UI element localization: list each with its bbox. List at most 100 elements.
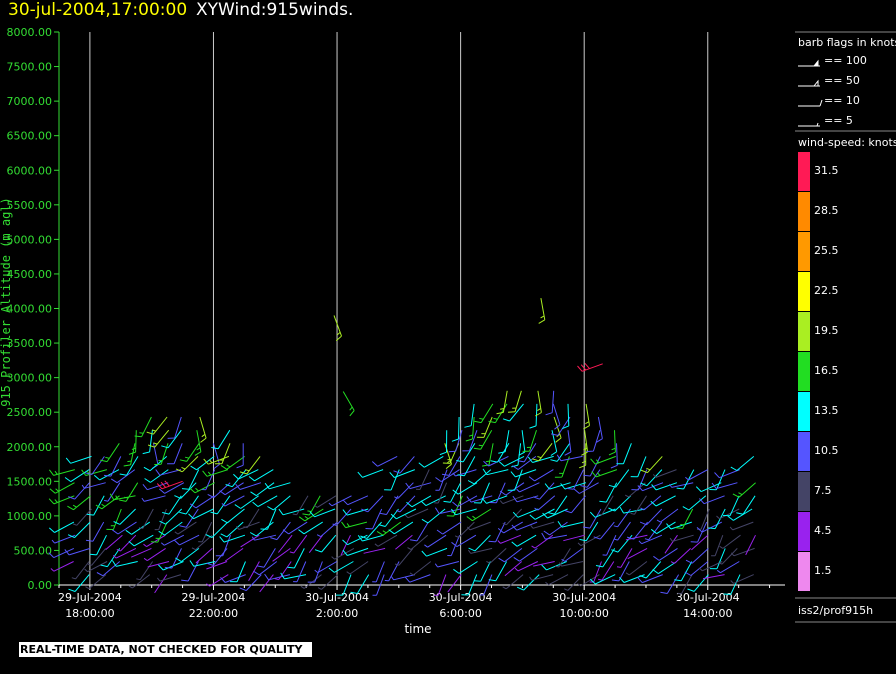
wind-barb <box>68 574 90 592</box>
wind-barb <box>685 469 709 481</box>
quality-note: REAL-TIME DATA, NOT CHECKED FOR QUALITY <box>19 642 313 657</box>
wind-barb <box>260 508 277 530</box>
wind-barb <box>602 534 617 556</box>
wind-barb <box>131 547 152 558</box>
x-tick-time: 10:00:00 <box>559 607 608 620</box>
wind-barb <box>395 534 413 550</box>
wind-barb <box>105 534 123 550</box>
colorbar-label: 7.5 <box>814 484 832 497</box>
y-tick-label: 5000.00 <box>7 233 53 246</box>
wind-barb <box>554 548 571 568</box>
wind-barb <box>394 548 414 566</box>
wind-barb <box>434 574 447 596</box>
wind-barb <box>154 574 168 594</box>
wind-barbs <box>48 298 756 596</box>
wind-barb <box>342 534 368 546</box>
wind-barb <box>639 508 663 526</box>
wind-barb <box>511 534 537 547</box>
wind-barb <box>270 521 291 541</box>
wind-barb <box>328 495 352 507</box>
wind-barb <box>350 574 370 594</box>
wind-barb <box>199 416 207 443</box>
wind-barb <box>72 508 92 526</box>
wind-barb <box>190 456 215 471</box>
wind-barb <box>595 548 616 568</box>
wind-barb <box>590 455 616 465</box>
wind-barb <box>640 469 663 487</box>
wind-barb <box>292 495 309 516</box>
wind-barb <box>162 495 182 515</box>
wind-barb <box>253 561 278 576</box>
wind-barb <box>593 521 615 540</box>
colorbar-swatch <box>798 272 810 311</box>
wind-barb <box>682 495 707 511</box>
wind-barb <box>342 391 355 417</box>
wind-barb <box>154 508 167 531</box>
barb-flag-sample <box>798 59 820 67</box>
wind-barb <box>112 521 137 535</box>
wind-barb <box>696 521 723 533</box>
wind-barb <box>640 456 663 474</box>
wind-barb <box>479 574 493 596</box>
wind-barb <box>280 572 307 580</box>
wind-barb <box>579 521 599 542</box>
wind-barb <box>439 430 448 456</box>
data-source: iss2/prof915h <box>798 604 874 617</box>
wind-barb <box>100 548 121 568</box>
wind-barb <box>581 430 589 456</box>
wind-barb <box>158 482 185 494</box>
wind-barb <box>289 534 308 554</box>
colorbar-swatch <box>798 192 810 231</box>
wind-barb <box>111 560 138 567</box>
colorbar-swatch <box>798 232 810 271</box>
wind-barb <box>616 548 633 568</box>
wind-barb <box>651 482 678 491</box>
wind-barb <box>257 548 276 568</box>
wind-barb <box>225 469 247 488</box>
wind-barb <box>264 573 291 581</box>
wind-barb <box>128 574 151 589</box>
wind-barb <box>489 482 506 504</box>
wind-barb <box>516 482 540 493</box>
wind-barb <box>405 482 432 490</box>
wind-barb <box>71 561 90 580</box>
barb-flag-100: == 100 <box>824 54 867 67</box>
y-tick-label: 6000.00 <box>7 164 53 177</box>
wind-barb <box>179 508 199 528</box>
wind-barb <box>709 469 726 491</box>
wind-barb <box>488 561 508 582</box>
barb-flag-sample <box>798 99 823 107</box>
wind-barb <box>332 508 352 526</box>
wind-barb <box>613 521 631 541</box>
wind-barb <box>577 362 603 372</box>
wind-barb <box>201 469 216 491</box>
wind-barb <box>336 574 352 596</box>
wind-barb <box>474 403 494 424</box>
x-tick-time: 18:00:00 <box>65 607 114 620</box>
wind-barb <box>212 443 220 469</box>
wind-barb <box>164 548 182 569</box>
wind-barb <box>451 534 477 548</box>
wind-barb <box>143 456 168 472</box>
wind-barb <box>360 521 382 539</box>
wind-barb <box>173 534 200 546</box>
wind-barb <box>240 534 260 548</box>
x-tick-time: 14:00:00 <box>683 607 732 620</box>
y-tick-label: 3500.00 <box>7 337 53 350</box>
wind-barb <box>293 561 307 583</box>
colorbar-label: 19.5 <box>814 324 839 337</box>
wind-barb <box>81 482 106 489</box>
wind-barb <box>65 455 92 464</box>
wind-barb <box>677 574 693 595</box>
wind-barb <box>745 534 756 556</box>
y-tick-label: 7500.00 <box>7 61 53 74</box>
barb-flag-sample <box>798 79 820 87</box>
wind-barb <box>674 561 693 582</box>
wind-barb <box>314 561 338 574</box>
wind-barb <box>583 456 601 477</box>
wind-barb <box>125 521 151 535</box>
wind-barb <box>421 508 446 524</box>
barb-flag-50: == 50 <box>824 74 860 87</box>
wind-barb <box>328 561 354 573</box>
wind-barb <box>298 508 324 522</box>
